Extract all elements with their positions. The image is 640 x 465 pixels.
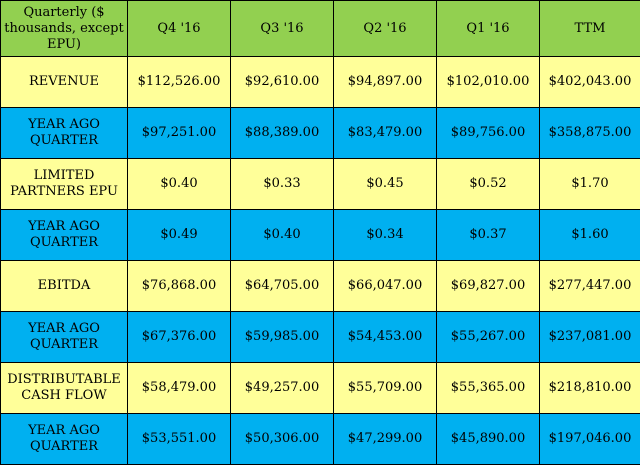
value-cell-ttm: $277,447.00 bbox=[540, 261, 640, 312]
value-cell-q4: $53,551.00 bbox=[128, 414, 231, 465]
value-cell-q2: $83,479.00 bbox=[334, 108, 437, 159]
value-cell-q3: $50,306.00 bbox=[231, 414, 334, 465]
header-cell-metric: Quarterly ($ thousands, except EPU) bbox=[1, 1, 128, 57]
table-row: REVENUE$112,526.00$92,610.00$94,897.00$1… bbox=[1, 57, 640, 108]
value-cell-q3: $0.40 bbox=[231, 210, 334, 261]
value-cell-ttm: $237,081.00 bbox=[540, 312, 640, 363]
table-row: DISTRIBUTABLE CASH FLOW$58,479.00$49,257… bbox=[1, 363, 640, 414]
value-cell-q2: $47,299.00 bbox=[334, 414, 437, 465]
table-row: YEAR AGO QUARTER$0.49$0.40$0.34$0.37$1.6… bbox=[1, 210, 640, 261]
table-body: REVENUE$112,526.00$92,610.00$94,897.00$1… bbox=[1, 57, 640, 465]
header-cell-q1: Q1 '16 bbox=[437, 1, 540, 57]
value-cell-q4: $76,868.00 bbox=[128, 261, 231, 312]
header-cell-q2: Q2 '16 bbox=[334, 1, 437, 57]
value-cell-q3: $49,257.00 bbox=[231, 363, 334, 414]
row-label: YEAR AGO QUARTER bbox=[1, 312, 128, 363]
value-cell-ttm: $1.70 bbox=[540, 159, 640, 210]
value-cell-ttm: $402,043.00 bbox=[540, 57, 640, 108]
value-cell-q3: $64,705.00 bbox=[231, 261, 334, 312]
row-label: YEAR AGO QUARTER bbox=[1, 108, 128, 159]
value-cell-q4: $0.40 bbox=[128, 159, 231, 210]
value-cell-q2: $54,453.00 bbox=[334, 312, 437, 363]
value-cell-q1: $55,365.00 bbox=[437, 363, 540, 414]
value-cell-q4: $97,251.00 bbox=[128, 108, 231, 159]
table-row: LIMITED PARTNERS EPU$0.40$0.33$0.45$0.52… bbox=[1, 159, 640, 210]
value-cell-q3: $88,389.00 bbox=[231, 108, 334, 159]
value-cell-q2: $66,047.00 bbox=[334, 261, 437, 312]
value-cell-q1: $0.37 bbox=[437, 210, 540, 261]
value-cell-q1: $0.52 bbox=[437, 159, 540, 210]
value-cell-q4: $0.49 bbox=[128, 210, 231, 261]
table-row: YEAR AGO QUARTER$67,376.00$59,985.00$54,… bbox=[1, 312, 640, 363]
row-label: YEAR AGO QUARTER bbox=[1, 414, 128, 465]
value-cell-q1: $69,827.00 bbox=[437, 261, 540, 312]
value-cell-ttm: $197,046.00 bbox=[540, 414, 640, 465]
value-cell-ttm: $358,875.00 bbox=[540, 108, 640, 159]
value-cell-ttm: $218,810.00 bbox=[540, 363, 640, 414]
header-cell-ttm: TTM bbox=[540, 1, 640, 57]
header-cell-q3: Q3 '16 bbox=[231, 1, 334, 57]
value-cell-q2: $94,897.00 bbox=[334, 57, 437, 108]
row-label: LIMITED PARTNERS EPU bbox=[1, 159, 128, 210]
value-cell-q3: $92,610.00 bbox=[231, 57, 334, 108]
value-cell-q1: $55,267.00 bbox=[437, 312, 540, 363]
value-cell-ttm: $1.60 bbox=[540, 210, 640, 261]
row-label: DISTRIBUTABLE CASH FLOW bbox=[1, 363, 128, 414]
value-cell-q1: $45,890.00 bbox=[437, 414, 540, 465]
value-cell-q2: $0.34 bbox=[334, 210, 437, 261]
row-label: YEAR AGO QUARTER bbox=[1, 210, 128, 261]
header-cell-q4: Q4 '16 bbox=[128, 1, 231, 57]
value-cell-q2: $0.45 bbox=[334, 159, 437, 210]
value-cell-q2: $55,709.00 bbox=[334, 363, 437, 414]
value-cell-q3: $0.33 bbox=[231, 159, 334, 210]
value-cell-q4: $67,376.00 bbox=[128, 312, 231, 363]
header-row: Quarterly ($ thousands, except EPU) Q4 '… bbox=[1, 1, 640, 57]
table-row: YEAR AGO QUARTER$97,251.00$88,389.00$83,… bbox=[1, 108, 640, 159]
value-cell-q1: $102,010.00 bbox=[437, 57, 540, 108]
value-cell-q4: $58,479.00 bbox=[128, 363, 231, 414]
value-cell-q3: $59,985.00 bbox=[231, 312, 334, 363]
row-label: EBITDA bbox=[1, 261, 128, 312]
row-label: REVENUE bbox=[1, 57, 128, 108]
table-row: EBITDA$76,868.00$64,705.00$66,047.00$69,… bbox=[1, 261, 640, 312]
value-cell-q4: $112,526.00 bbox=[128, 57, 231, 108]
value-cell-q1: $89,756.00 bbox=[437, 108, 540, 159]
table-row: YEAR AGO QUARTER$53,551.00$50,306.00$47,… bbox=[1, 414, 640, 465]
